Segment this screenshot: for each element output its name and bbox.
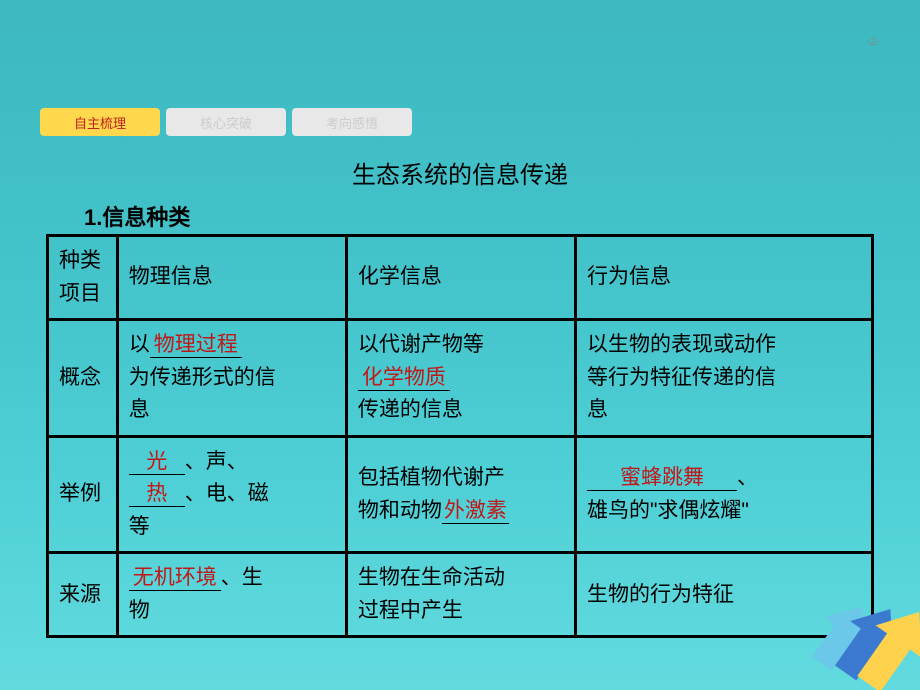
- cell-source-physical: 无机环境、生 物: [117, 553, 346, 637]
- tab-autonomous-review[interactable]: 自主梳理: [40, 108, 160, 136]
- text: 以代谢产物等: [358, 333, 484, 356]
- text: 为传递形式的信: [129, 366, 276, 389]
- answer-physical-process: 物理过程: [150, 333, 242, 358]
- answer-pheromone: 外激素: [442, 499, 509, 524]
- header-category: 种类 项目: [48, 236, 118, 320]
- text: 息: [129, 398, 150, 421]
- header-behavior: 行为信息: [575, 236, 872, 320]
- answer-light: 光: [129, 450, 185, 475]
- row-source: 来源 无机环境、生 物 生物在生命活动 过程中产生 生物的行为特征: [48, 553, 873, 637]
- info-type-table: 种类 项目 物理信息 化学信息 行为信息 概念 以物理过程 为传递形式的信 息 …: [46, 234, 874, 638]
- text: 息: [587, 398, 608, 421]
- tab-exam-direction[interactable]: 考向感悟: [292, 108, 412, 136]
- header-physical: 物理信息: [117, 236, 346, 320]
- answer-abiotic-env: 无机环境: [129, 566, 221, 591]
- text: 包括植物代谢产: [358, 466, 505, 489]
- page-number: -2-: [867, 36, 880, 48]
- text: 以生物的表现或动作: [587, 333, 776, 356]
- row-source-label: 来源: [48, 553, 118, 637]
- text: 物和动物: [358, 499, 442, 522]
- cell-example-physical: 光、声、 热、电、磁 等: [117, 436, 346, 553]
- cell-concept-behavior: 以生物的表现或动作 等行为特征传递的信 息: [575, 320, 872, 437]
- text: 过程中产生: [358, 599, 463, 622]
- answer-heat: 热: [129, 482, 185, 507]
- answer-bee-dance: 蜜蜂跳舞: [587, 466, 737, 491]
- cell-concept-physical: 以物理过程 为传递形式的信 息: [117, 320, 346, 437]
- cell-source-chemical: 生物在生命活动 过程中产生: [346, 553, 575, 637]
- tab-core-breakthrough[interactable]: 核心突破: [166, 108, 286, 136]
- text: 等: [129, 515, 150, 538]
- page-title: 生态系统的信息传递: [0, 155, 920, 190]
- row-concept-label: 概念: [48, 320, 118, 437]
- text: 传递的信息: [358, 398, 463, 421]
- header-chemical: 化学信息: [346, 236, 575, 320]
- cell-example-chemical: 包括植物代谢产 物和动物外激素: [346, 436, 575, 553]
- row-example: 举例 光、声、 热、电、磁 等 包括植物代谢产 物和动物外激素 蜜蜂跳舞、 雄鸟…: [48, 436, 873, 553]
- cell-source-behavior: 生物的行为特征: [575, 553, 872, 637]
- text: 等行为特征传递的信: [587, 366, 776, 389]
- row-example-label: 举例: [48, 436, 118, 553]
- section-heading: 1.信息种类: [84, 200, 190, 232]
- table-header-row: 种类 项目 物理信息 化学信息 行为信息: [48, 236, 873, 320]
- cell-concept-chemical: 以代谢产物等 化学物质 传递的信息: [346, 320, 575, 437]
- text: 物: [129, 599, 150, 622]
- header-kind: 种类: [59, 249, 101, 272]
- tab-bar: 自主梳理 核心突破 考向感悟: [40, 108, 412, 136]
- text: 、生: [221, 566, 263, 589]
- text: 、: [737, 466, 758, 489]
- header-item: 项目: [59, 282, 101, 305]
- answer-chemical-substance: 化学物质: [358, 366, 450, 391]
- text: 生物在生命活动: [358, 566, 505, 589]
- cell-example-behavior: 蜜蜂跳舞、 雄鸟的"求偶炫耀": [575, 436, 872, 553]
- row-concept: 概念 以物理过程 为传递形式的信 息 以代谢产物等 化学物质 传递的信息 以生物…: [48, 320, 873, 437]
- text: 、电、磁: [185, 482, 269, 505]
- text: 雄鸟的"求偶炫耀": [587, 499, 749, 522]
- text: 以: [129, 333, 150, 356]
- text: 、声、: [185, 450, 248, 473]
